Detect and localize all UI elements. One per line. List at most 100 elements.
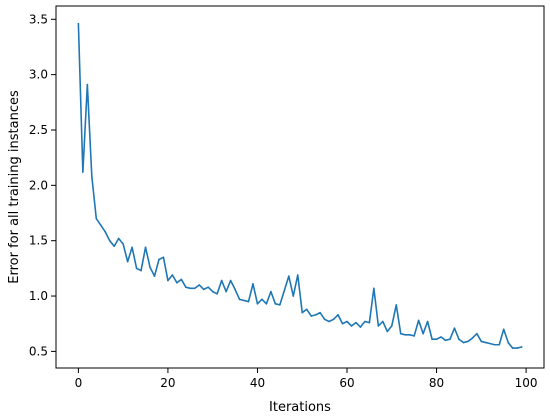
data-point [247, 300, 250, 303]
data-point [449, 338, 451, 341]
data-point [471, 337, 474, 339]
data-point [480, 340, 483, 343]
data-point [337, 314, 339, 316]
data-point [444, 339, 447, 342]
data-point [404, 333, 407, 336]
data-point [431, 338, 433, 341]
data-point [462, 341, 465, 344]
y-tick-label: 1.5 [29, 234, 48, 248]
data-point [355, 321, 357, 324]
data-point [225, 290, 227, 293]
data-point [198, 284, 201, 286]
y-axis-label: Error for all training instances [7, 90, 22, 284]
data-point [422, 332, 424, 335]
data-point [113, 245, 115, 248]
data-point [117, 237, 120, 240]
data-point [386, 330, 389, 333]
x-tick-label: 0 [75, 376, 83, 390]
data-point [458, 338, 460, 341]
data-point [288, 275, 290, 277]
data-point [153, 275, 156, 277]
series-line [77, 22, 523, 349]
y-tick-label: 3.0 [29, 68, 48, 82]
data-point [390, 325, 393, 327]
data-point [395, 304, 398, 306]
data-point [453, 327, 456, 329]
data-point [350, 325, 353, 327]
data-point [189, 287, 192, 290]
data-point [283, 289, 286, 292]
y-tick-label: 1.0 [29, 289, 48, 303]
data-point [435, 338, 438, 341]
x-tick-label: 80 [429, 376, 444, 390]
data-point [193, 287, 196, 290]
y-tick-label: 2.5 [29, 123, 48, 137]
data-point [296, 274, 299, 276]
data-point [77, 22, 80, 25]
data-point [346, 320, 348, 323]
data-point [149, 266, 151, 269]
data-point [104, 231, 107, 233]
series-layer [77, 22, 523, 349]
data-point [292, 295, 295, 297]
data-point [220, 279, 223, 282]
data-point [171, 274, 174, 276]
data-point [467, 340, 469, 343]
x-axis-label: Iterations [269, 400, 331, 415]
data-point [82, 171, 84, 173]
data-point [305, 308, 308, 311]
data-point [520, 346, 523, 348]
data-point [211, 290, 214, 293]
data-point [135, 267, 138, 270]
data-point [323, 318, 326, 321]
data-point [507, 341, 509, 344]
x-tick-label: 40 [250, 376, 265, 390]
data-point [301, 311, 304, 314]
data-point [377, 325, 380, 327]
y-tick-label: 0.5 [29, 344, 48, 358]
data-point [516, 347, 518, 349]
data-point [310, 315, 312, 317]
data-point [207, 286, 210, 288]
data-point [158, 258, 160, 261]
data-point [256, 302, 259, 305]
data-point [368, 321, 371, 324]
data-point [328, 320, 330, 323]
x-tick-label: 100 [515, 376, 538, 390]
data-point [319, 311, 321, 314]
data-point [498, 343, 501, 346]
data-point [91, 175, 93, 178]
data-point [131, 246, 133, 249]
data-point [185, 286, 187, 288]
y-tick-label: 2.0 [29, 178, 48, 192]
data-point [489, 342, 492, 345]
data-point [144, 246, 147, 249]
data-point [86, 83, 89, 86]
data-point [364, 320, 366, 323]
data-point [511, 347, 514, 349]
data-point [261, 298, 263, 301]
x-axis: 0 20 40 60 80 100 [75, 368, 538, 390]
data-point [122, 243, 124, 245]
data-point [270, 290, 272, 293]
data-point [279, 304, 281, 306]
plot-frame [55, 5, 545, 369]
data-point [234, 288, 236, 291]
data-point [176, 281, 178, 284]
plot-area [56, 6, 544, 368]
data-point [440, 336, 442, 338]
data-point [202, 288, 205, 291]
data-point [108, 239, 111, 242]
data-point [314, 314, 317, 316]
data-point [493, 343, 496, 346]
y-axis: 0.5 1.0 1.5 2.0 2.5 3.0 3.5 [29, 12, 56, 358]
data-point [408, 333, 411, 336]
x-tick-label: 20 [160, 376, 175, 390]
x-tick-label: 60 [339, 376, 354, 390]
data-point [476, 332, 478, 335]
data-point [238, 298, 241, 301]
data-point [332, 318, 335, 321]
data-point [359, 326, 362, 328]
data-point [252, 283, 254, 285]
data-point [180, 278, 183, 281]
